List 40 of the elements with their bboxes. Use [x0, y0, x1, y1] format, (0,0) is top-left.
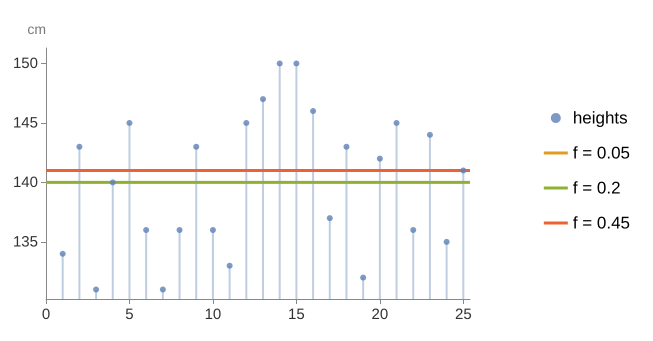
point — [444, 238, 450, 245]
point — [326, 215, 333, 222]
y-tick-label: 140 — [12, 174, 38, 191]
x-tick-label: 0 — [42, 306, 50, 323]
point — [176, 227, 183, 234]
point — [426, 132, 433, 138]
point — [293, 60, 300, 66]
point — [160, 286, 166, 292]
x-tick-label: 5 — [125, 306, 134, 323]
point — [210, 227, 216, 234]
point — [276, 60, 283, 66]
x-tick-label: 15 — [288, 306, 305, 323]
point — [93, 286, 100, 292]
point — [376, 156, 383, 162]
legend-label: f = 0.2 — [572, 178, 621, 198]
x-tick-label: 10 — [204, 306, 222, 323]
point — [143, 227, 150, 234]
point — [60, 250, 66, 257]
point — [260, 96, 266, 102]
y-axis-title: cm — [27, 21, 46, 37]
point — [410, 227, 416, 234]
point — [126, 120, 132, 126]
legend-label: f = 0.45 — [572, 214, 630, 232]
x-tick-label: 25 — [454, 306, 472, 323]
y-tick-label: 135 — [12, 233, 38, 250]
point — [193, 144, 200, 150]
point — [343, 144, 350, 150]
point — [310, 108, 316, 114]
x-tick-label: 20 — [372, 306, 388, 323]
legend-label: f = 0.05 — [572, 144, 630, 162]
point — [76, 144, 82, 150]
y-tick-label: 150 — [12, 54, 38, 72]
point — [460, 168, 466, 174]
point — [394, 120, 400, 126]
point — [110, 179, 116, 186]
y-tick-label: 145 — [12, 114, 38, 132]
point — [226, 262, 233, 269]
legend-label: heights — [572, 108, 628, 128]
point — [360, 274, 366, 281]
point — [243, 120, 250, 126]
